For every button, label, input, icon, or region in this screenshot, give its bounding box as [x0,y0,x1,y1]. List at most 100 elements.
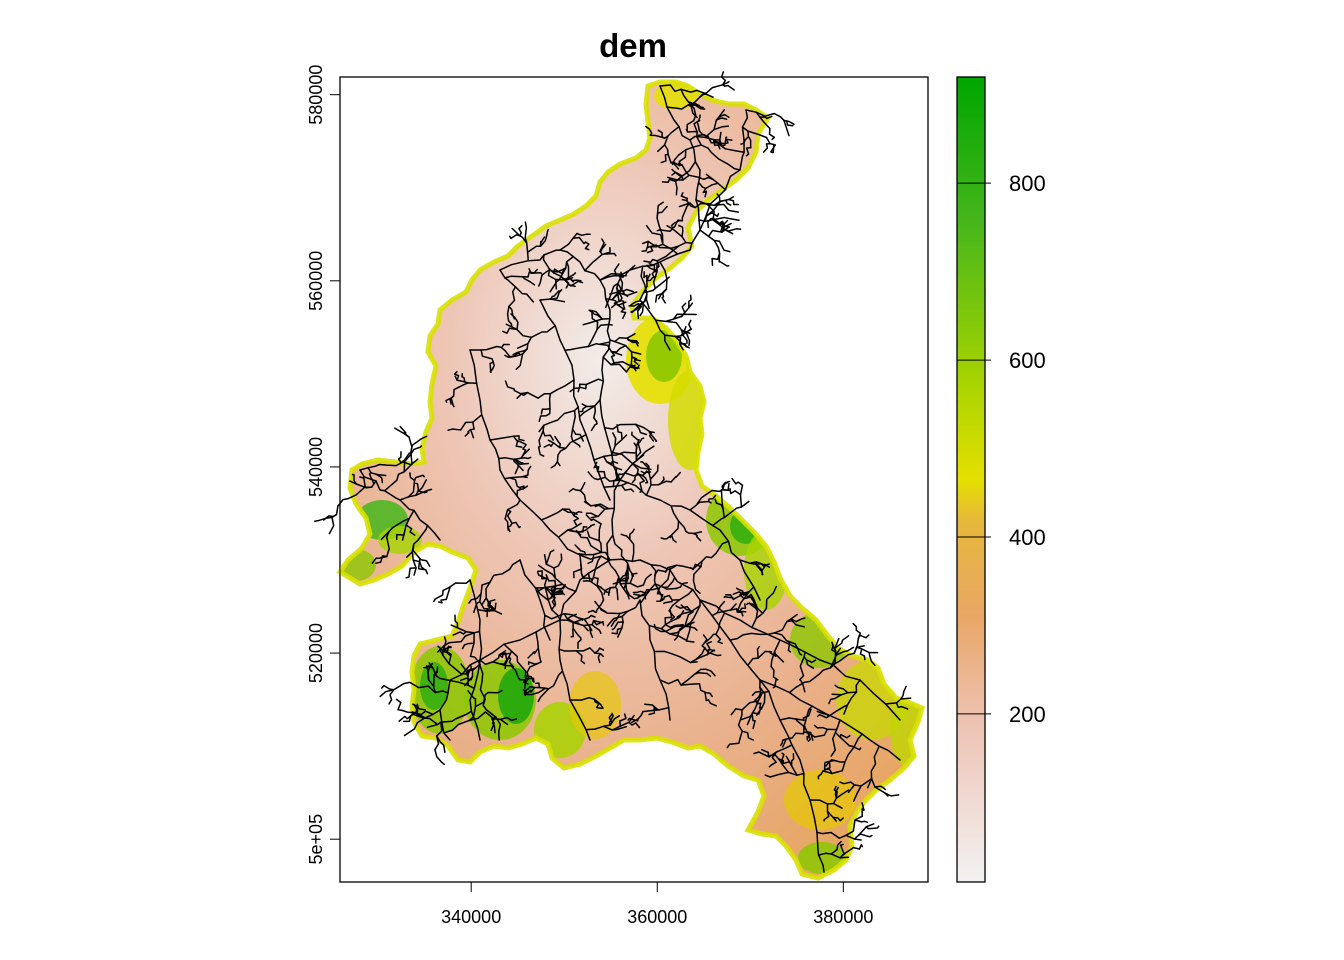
stream-line [680,329,688,345]
stream-line [610,350,616,365]
stream-line [442,636,447,657]
stream-line [492,649,507,663]
stream-line [608,713,613,726]
stream-line [636,303,643,320]
stream-line [884,697,912,705]
stream-line [619,713,627,727]
stream-line [611,282,624,301]
stream-line [740,135,750,145]
stream-line [550,290,560,300]
stream-line [508,233,521,240]
stream-line [512,435,523,448]
stream-line [848,745,862,751]
stream-line [504,650,513,670]
stream-line [469,349,609,561]
stream-line [689,563,702,571]
stream-line [578,525,588,533]
map-title: dem [599,27,667,64]
stream-line [702,187,708,198]
stream-line [671,171,683,177]
stream-line [883,791,900,797]
stream-line [576,232,591,237]
stream-line [538,424,545,448]
stream-line [685,599,701,642]
stream-line [367,467,387,477]
x-tick-label: 360000 [627,907,687,927]
stream-line [580,572,593,581]
stream-line [512,348,528,356]
stream-line [685,128,699,133]
stream-line [433,589,444,603]
stream-line [498,652,511,661]
basin-edge [336,79,926,881]
stream-line [674,180,678,196]
stream-line [610,612,621,628]
stream-line [403,709,441,737]
stream-line [526,240,546,253]
stream-line [715,117,728,121]
stream-line [581,403,596,408]
stream-line [479,600,489,618]
stream-line [640,470,650,475]
stream-line [401,517,411,541]
stream-line [484,689,503,696]
stream-line [484,711,509,726]
stream-line [408,436,413,465]
highland-zone [646,330,682,382]
stream-line [606,599,641,627]
stream-line [639,480,645,493]
stream-line [596,323,613,331]
stream-line [572,236,587,245]
stream-line [731,477,744,486]
stream-line [573,516,580,527]
stream-line [594,647,605,654]
stream-line [688,294,692,309]
stream-line [624,472,644,477]
stream-line [645,125,653,136]
stream-line [467,690,477,708]
stream-line [597,652,602,664]
stream-line [625,264,636,277]
stream-line [779,738,787,747]
stream-line [829,647,842,669]
stream-line [858,833,873,838]
stream-line [587,553,595,565]
stream-line [394,427,410,438]
stream-line [527,268,539,278]
stream-line [510,665,521,681]
stream-line [704,691,713,698]
stream-line [500,343,510,349]
stream-line [524,221,530,262]
stream-line [514,463,520,475]
stream-line [499,716,518,722]
stream-line [768,761,777,768]
stream-line [469,655,482,666]
stream-line [785,639,792,653]
stream-line [593,405,598,423]
stream-line [586,530,600,542]
stream-line [715,612,726,636]
stream-line [802,705,813,735]
stream-line [689,649,716,664]
stream-line [728,198,740,206]
stream-line [656,228,674,233]
stream-line [584,523,596,532]
stream-line [629,364,640,369]
stream-line [611,298,625,310]
stream-line [539,236,546,248]
stream-line [654,313,698,323]
stream-line [511,227,528,244]
stream-line [711,252,721,267]
stream-line [635,423,648,436]
stream-line [618,271,624,284]
stream-line [741,126,768,139]
stream-line [606,460,619,465]
stream-line [619,569,628,580]
stream-line [825,759,835,767]
stream-line [636,437,645,446]
stream-line [656,245,680,262]
stream-line [777,757,791,765]
stream-line [485,597,493,609]
stream-line [745,602,759,609]
stream-line [375,555,388,564]
